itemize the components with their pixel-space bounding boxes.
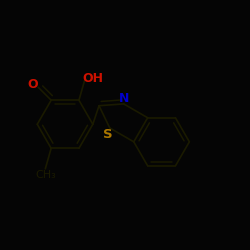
Text: CH₃: CH₃ <box>35 170 56 180</box>
Text: S: S <box>104 128 113 141</box>
Text: O: O <box>27 78 38 91</box>
Text: OH: OH <box>82 72 103 85</box>
Text: N: N <box>119 92 130 104</box>
